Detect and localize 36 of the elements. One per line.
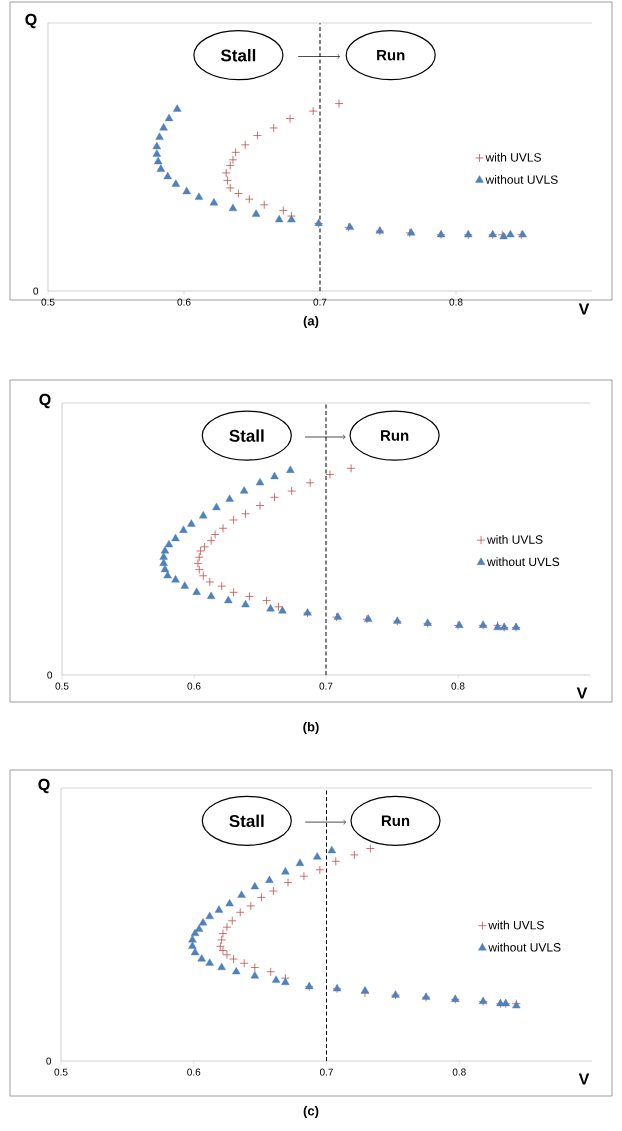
y-axis-title: Q [39,393,51,409]
x-tick-label: 0.7 [319,682,333,690]
x-tick-label: 0.7 [319,1068,333,1076]
legend-label: without UVLS [488,942,561,952]
text: 0 [47,671,53,679]
x-tick-label: 0.7 [313,298,327,306]
x-axis-title: V [576,687,588,699]
x-tick-label: 0.5 [54,1068,68,1076]
text: Run [381,815,410,827]
x-axis-title: V [578,303,590,315]
legend-label: with UVLS [488,920,544,930]
x-tick-label: 0.6 [177,298,191,306]
text: Stall [229,814,264,828]
text: 0 [46,1057,52,1065]
x-axis-title: V [578,1073,590,1085]
text: (b) [303,721,319,735]
text: 0 [33,287,39,295]
x-tick-label: 0.6 [187,1068,201,1076]
text: (a) [303,315,319,329]
text: Stall [229,429,264,442]
legend-label: with UVLS [487,535,543,544]
x-tick-label: 0.8 [449,298,463,306]
text: (c) [303,1105,319,1119]
legend-label: without UVLS [485,175,558,184]
legend-label: with UVLS [485,152,541,162]
x-tick-label: 0.8 [452,1068,466,1076]
y-axis-title: Q [25,13,37,29]
text: Stall [220,48,256,62]
legend-label: without UVLS [487,557,560,567]
x-tick-label: 0.5 [41,298,55,306]
text: Run [377,49,405,61]
x-tick-label: 0.8 [451,682,465,690]
y-axis-title: Q [38,778,50,794]
text: Run [381,430,409,441]
x-tick-label: 0.5 [55,682,69,690]
x-tick-label: 0.6 [187,682,201,690]
